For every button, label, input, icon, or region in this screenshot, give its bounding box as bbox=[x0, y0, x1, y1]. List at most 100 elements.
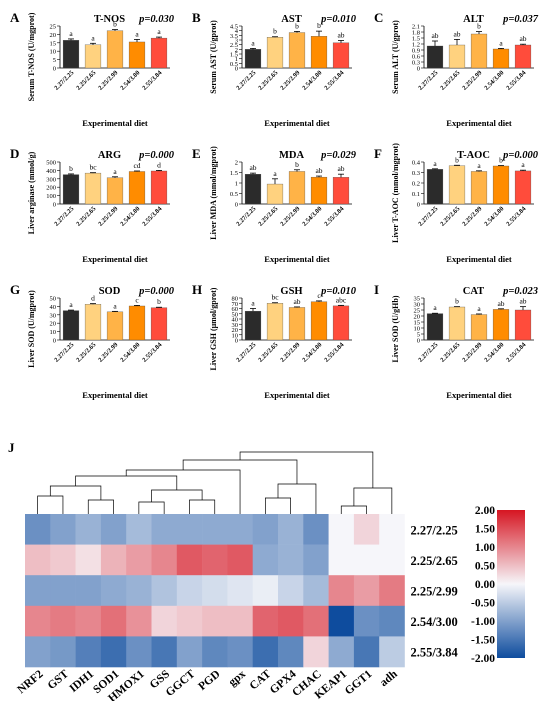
y-tick-label: 0 bbox=[235, 66, 238, 73]
heatmap-cell bbox=[328, 514, 355, 545]
heatmap-cell bbox=[252, 514, 279, 545]
significance-letter: ab bbox=[453, 29, 460, 38]
y-tick-label: 0 bbox=[235, 338, 238, 345]
dendrogram-link bbox=[37, 495, 64, 514]
y-tick-label: 500 bbox=[46, 160, 56, 167]
significance-letter: d bbox=[157, 160, 161, 169]
x-tick-label: 2.25/2.65 bbox=[75, 341, 98, 364]
bar bbox=[310, 301, 328, 341]
x-tick-label: 2.25/2.99 bbox=[461, 341, 484, 364]
y-tick-label: 0 bbox=[53, 338, 56, 345]
x-tick-label: 2.55/3.84 bbox=[141, 341, 164, 364]
y-tick-label: 0.4 bbox=[412, 160, 421, 167]
bar bbox=[150, 170, 168, 205]
x-axis-label: Experimental diet bbox=[82, 390, 148, 400]
heatmap-row-label: 2.27/2.25 bbox=[411, 523, 458, 537]
significance-letter: a bbox=[273, 169, 277, 178]
dendrogram-link bbox=[87, 499, 114, 514]
bar bbox=[244, 310, 262, 341]
x-tick-label: 2.25/2.99 bbox=[97, 69, 120, 92]
y-tick-label: 0.9 bbox=[412, 48, 420, 55]
bar bbox=[62, 310, 80, 341]
heatmap-cell bbox=[50, 514, 76, 545]
x-tick-label: 2.27/2.25 bbox=[53, 69, 76, 92]
colorbar-tick-label: -2.00 bbox=[471, 653, 495, 665]
significance-letter: a bbox=[433, 159, 437, 168]
heatmap-cell bbox=[303, 605, 329, 637]
bar bbox=[244, 49, 262, 69]
bar bbox=[128, 41, 146, 69]
y-tick-label: 10 bbox=[50, 49, 57, 56]
heatmap-cell bbox=[50, 605, 76, 637]
heatmap-cell bbox=[303, 636, 329, 668]
y-tick-label: 10 bbox=[232, 332, 239, 339]
y-tick-label: 30 bbox=[414, 302, 421, 309]
y-tick-label: 0 bbox=[417, 202, 420, 209]
y-axis-label: Liver SOD (U/mgprot) bbox=[27, 290, 36, 368]
column-dendrogram bbox=[37, 451, 393, 514]
y-tick-label: 20 bbox=[50, 32, 57, 39]
y-tick-label: 200 bbox=[46, 185, 56, 192]
heatmap-cell bbox=[176, 636, 203, 668]
heatmap-cell bbox=[353, 544, 380, 576]
colorbar-tick-label: 0.00 bbox=[475, 579, 495, 591]
significance-letter: d bbox=[91, 294, 95, 303]
significance-letter: b bbox=[157, 297, 161, 306]
x-tick-label: 2.25/2.99 bbox=[279, 205, 302, 228]
heatmap-cell bbox=[176, 575, 203, 607]
y-tick-label: 1.8 bbox=[412, 30, 420, 37]
heatmap-cell bbox=[379, 514, 405, 545]
x-axis-label: Experimental diet bbox=[264, 254, 330, 264]
heatmap-cell bbox=[353, 605, 380, 637]
heatmap-column-label: IDH1 bbox=[67, 668, 96, 695]
x-tick-label: 2.54/3.00 bbox=[301, 69, 323, 91]
heatmap-cell bbox=[25, 636, 51, 668]
y-tick-label: 1.2 bbox=[412, 42, 420, 49]
y-tick-label: 1 bbox=[235, 181, 238, 188]
heatmap-column-label: PGD bbox=[196, 668, 222, 693]
colorbar-tick-label: -1.00 bbox=[471, 616, 495, 628]
x-tick-label: 2.25/2.65 bbox=[75, 69, 98, 92]
y-tick-label: 4 bbox=[235, 28, 239, 35]
panel-letter: H bbox=[192, 282, 202, 297]
y-axis-label: Liver T-AOC (mmol/mgprot) bbox=[391, 143, 400, 243]
y-tick-label: 40 bbox=[232, 317, 239, 324]
y-tick-label: 0 bbox=[417, 338, 420, 345]
x-tick-label: 2.27/2.25 bbox=[235, 205, 258, 228]
heatmap-column-label: GGT1 bbox=[343, 668, 375, 697]
significance-letter: ab bbox=[497, 299, 504, 308]
significance-letter: b bbox=[317, 21, 321, 30]
x-tick-label: 2.55/3.84 bbox=[323, 69, 346, 92]
x-tick-label: 2.54/3.00 bbox=[483, 205, 505, 227]
y-tick-label: 5 bbox=[53, 57, 56, 64]
significance-letter: a bbox=[521, 160, 525, 169]
dendrogram-link bbox=[353, 487, 393, 514]
heatmap-cell bbox=[176, 544, 203, 576]
heatmap-cell bbox=[100, 636, 127, 668]
heatmap-cell bbox=[227, 514, 253, 545]
y-tick-label: 3.5 bbox=[230, 33, 238, 40]
significance-letter: a bbox=[69, 29, 73, 38]
x-tick-label: 2.25/2.99 bbox=[461, 69, 484, 92]
chart-title: AST bbox=[281, 14, 301, 25]
y-tick-label: 15 bbox=[414, 320, 421, 327]
dendrogram-link bbox=[49, 485, 102, 500]
bar bbox=[150, 37, 168, 69]
x-tick-label: 2.25/2.99 bbox=[279, 69, 302, 92]
heatmap-cell bbox=[353, 636, 380, 668]
bar bbox=[426, 313, 444, 341]
significance-letter: b bbox=[295, 160, 299, 169]
dendrogram-link bbox=[189, 499, 216, 514]
bar bbox=[514, 170, 532, 205]
bar bbox=[514, 309, 532, 341]
bar bbox=[84, 44, 102, 69]
significance-letter: ab bbox=[519, 297, 526, 306]
y-tick-label: 100 bbox=[46, 193, 56, 200]
chart-title: ALT bbox=[463, 14, 484, 25]
heatmap-cell bbox=[303, 544, 329, 576]
significance-letter: c bbox=[135, 295, 139, 304]
significance-letter: abc bbox=[336, 295, 347, 304]
heatmap-cell bbox=[126, 514, 152, 545]
significance-letter: a bbox=[477, 161, 481, 170]
heatmap-cell bbox=[100, 544, 127, 576]
